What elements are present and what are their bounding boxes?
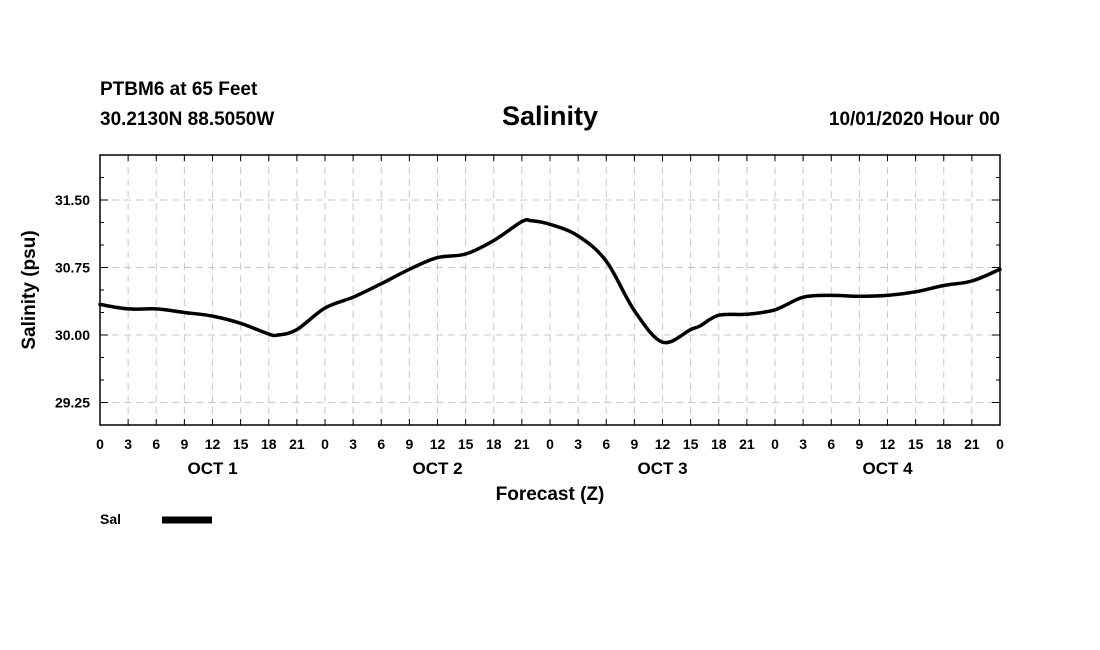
y-tick-label: 29.25 bbox=[55, 395, 90, 411]
day-label: OCT 4 bbox=[862, 459, 913, 478]
x-tick-label: 15 bbox=[233, 436, 249, 452]
x-tick-label: 18 bbox=[711, 436, 727, 452]
x-tick-label: 15 bbox=[458, 436, 474, 452]
station-label: PTBM6 at 65 Feet bbox=[100, 79, 258, 100]
y-axis-label: Salinity (psu) bbox=[19, 230, 40, 349]
x-tick-label: 21 bbox=[514, 436, 530, 452]
x-tick-label: 12 bbox=[430, 436, 446, 452]
x-tick-label: 6 bbox=[602, 436, 610, 452]
x-tick-label: 3 bbox=[574, 436, 582, 452]
x-tick-label: 18 bbox=[486, 436, 502, 452]
x-tick-label: 18 bbox=[936, 436, 952, 452]
y-tick-label: 30.00 bbox=[55, 327, 90, 343]
x-tick-label: 9 bbox=[405, 436, 413, 452]
y-tick-label: 30.75 bbox=[55, 260, 90, 276]
day-label: OCT 1 bbox=[187, 459, 237, 478]
x-axis-label: Forecast (Z) bbox=[496, 484, 605, 505]
x-tick-label: 9 bbox=[180, 436, 188, 452]
x-tick-label: 0 bbox=[771, 436, 779, 452]
chart-title: Salinity bbox=[502, 101, 598, 131]
x-tick-label: 3 bbox=[799, 436, 807, 452]
x-tick-label: 21 bbox=[289, 436, 305, 452]
x-tick-label: 6 bbox=[377, 436, 385, 452]
day-label: OCT 3 bbox=[637, 459, 687, 478]
x-tick-label: 6 bbox=[827, 436, 835, 452]
x-tick-label: 0 bbox=[546, 436, 554, 452]
x-tick-label: 9 bbox=[855, 436, 863, 452]
x-tick-label: 12 bbox=[205, 436, 221, 452]
x-tick-label: 0 bbox=[321, 436, 329, 452]
x-tick-label: 9 bbox=[630, 436, 638, 452]
x-tick-label: 21 bbox=[964, 436, 980, 452]
legend-label: Sal bbox=[100, 511, 121, 527]
x-tick-label: 12 bbox=[880, 436, 896, 452]
x-tick-label: 12 bbox=[655, 436, 671, 452]
x-tick-label: 0 bbox=[996, 436, 1004, 452]
x-tick-label: 0 bbox=[96, 436, 104, 452]
x-tick-label: 3 bbox=[349, 436, 357, 452]
day-label: OCT 2 bbox=[412, 459, 462, 478]
series-line-sal bbox=[98, 218, 1002, 345]
x-tick-label: 3 bbox=[124, 436, 132, 452]
x-tick-label: 21 bbox=[739, 436, 755, 452]
x-tick-label: 18 bbox=[261, 436, 277, 452]
grid-lines bbox=[100, 155, 1000, 425]
x-tick-label: 15 bbox=[908, 436, 924, 452]
datetime-label: 10/01/2020 Hour 00 bbox=[829, 109, 1000, 130]
axis-ticks: 0 3 6 9 12 15 18 21 0 3 6 9 12 15 18 21 0 3 6 9 12 15 18 21 0 3 6 9… bbox=[55, 155, 1004, 478]
location-label: 30.2130N 88.5050W bbox=[100, 109, 274, 130]
y-tick-label: 31.50 bbox=[55, 192, 90, 208]
x-tick-label: 6 bbox=[152, 436, 160, 452]
x-tick-label: 15 bbox=[683, 436, 699, 452]
